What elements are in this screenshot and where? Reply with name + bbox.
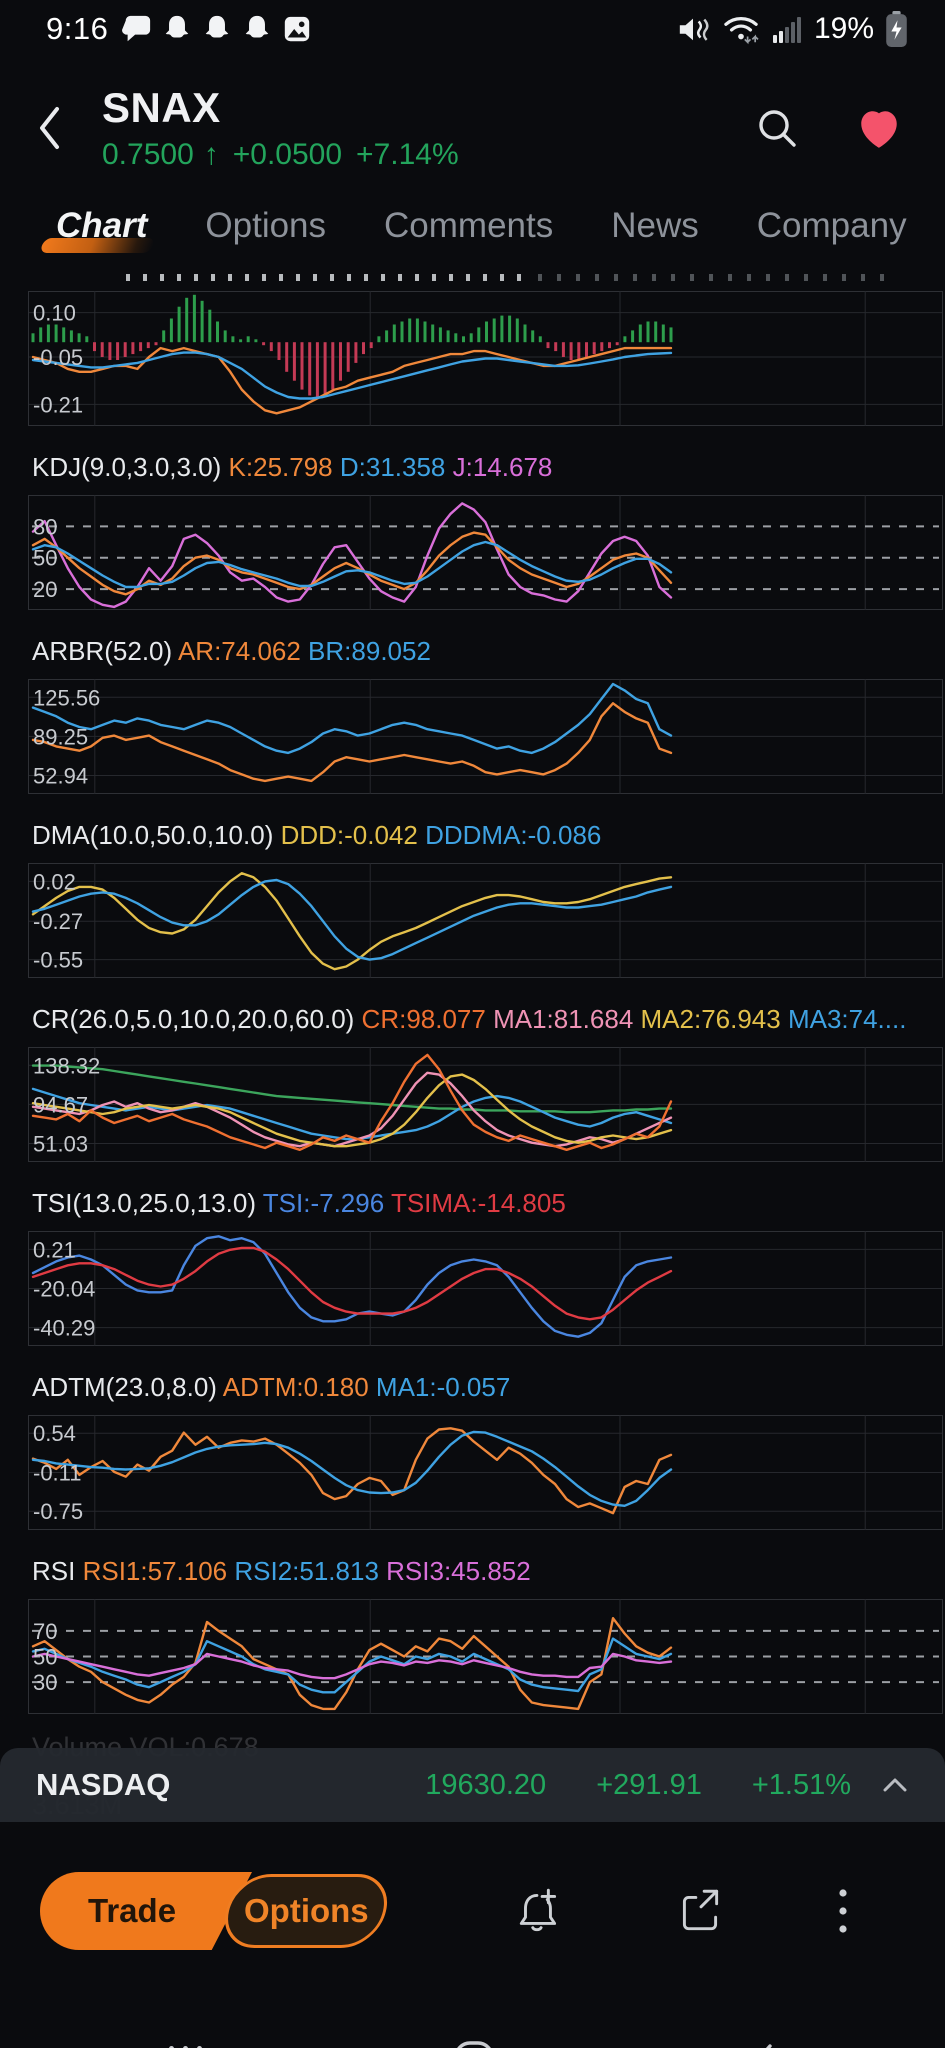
indicator-label-dma: DMA(10.0,50.0,10.0) DDD:-0.042 DDDMA:-0.… <box>32 820 602 850</box>
battery-icon <box>886 10 907 47</box>
svg-text:-0.11: -0.11 <box>33 1461 82 1486</box>
indicator-section-arbr: ARBR(52.0) AR:74.062 BR:89.052 125.56 89.2… <box>28 636 943 794</box>
tab-comments[interactable]: Comments <box>384 206 554 245</box>
svg-text:0.21: 0.21 <box>33 1237 76 1262</box>
svg-text:20: 20 <box>33 577 57 602</box>
notification-icons <box>122 14 312 44</box>
svg-text:89.25: 89.25 <box>33 724 88 749</box>
index-bar-region: Volume VOL:0.678 3.613M NASDAQ 19630.20 … <box>0 1732 945 1836</box>
indicator-label-rsi: RSI RSI1:57.106 RSI2:51.813 RSI3:45.852 <box>32 1556 531 1586</box>
svg-text:-0.21: -0.21 <box>33 392 83 417</box>
indicator-section-kdj: KDJ(9.0,3.0,3.0) K:25.798 D:31.358 J:14.… <box>28 452 943 610</box>
svg-text:50: 50 <box>33 546 57 571</box>
wifi-icon <box>724 17 759 45</box>
mute-icon <box>679 18 709 41</box>
svg-text:-0.27: -0.27 <box>33 909 83 934</box>
svg-text:-0.75: -0.75 <box>33 1499 83 1524</box>
indicator-plot-cr[interactable]: 138.32 94.67 51.03 <box>28 1047 943 1162</box>
indicator-charts: 0.10 -0.05 -0.21 KDJ(9.0,3.0,3.0) K:25.798 … <box>0 268 945 1714</box>
svg-text:-20.04: -20.04 <box>33 1277 95 1302</box>
indicator-label-adtm: ADTM(23.0,8.0) ADTM:0.180 MA1:-0.057 <box>32 1372 511 1402</box>
indicator-plot-macd[interactable]: 0.10 -0.05 -0.21 <box>28 291 943 426</box>
nasdaq-index-bar[interactable]: NASDAQ 19630.20 +291.91 +1.51% <box>0 1748 945 1822</box>
clock: 9:16 <box>46 11 109 46</box>
system-status-icons: 19% <box>676 10 909 48</box>
svg-text:-0.05: -0.05 <box>33 345 83 370</box>
stock-header: SNAX 0.7500 ↑ +0.0500 +7.14% <box>0 58 945 180</box>
index-change: +291.91 <box>596 1768 702 1801</box>
battery-percent: 19% <box>813 12 874 45</box>
indicator-plot-kdj[interactable]: 80 50 20 <box>28 495 943 610</box>
alert-bell-icon[interactable] <box>514 1885 564 1937</box>
svg-text:52.94: 52.94 <box>33 764 88 789</box>
action-bar: Trade Options <box>0 1844 945 1978</box>
index-value: 19630.20 <box>425 1768 547 1801</box>
recents-button[interactable] <box>169 2046 202 2048</box>
clipped-indicator-label <box>126 268 896 281</box>
indicator-section-cr: CR(26.0,5.0,10.0,20.0,60.0) CR:98.077 MA… <box>28 1004 943 1162</box>
svg-text:0.54: 0.54 <box>33 1421 76 1446</box>
tab-chart[interactable]: Chart <box>39 206 157 253</box>
tab-news[interactable]: News <box>611 206 699 245</box>
index-change-percent: +1.51% <box>751 1768 851 1801</box>
index-name: NASDAQ <box>36 1767 171 1802</box>
price-row: 0.7500 ↑ +0.0500 +7.14% <box>102 138 459 172</box>
indicator-label-kdj: KDJ(9.0,3.0,3.0) K:25.798 D:31.358 J:14.… <box>32 452 553 482</box>
svg-text:80: 80 <box>33 514 57 539</box>
ghost-icon <box>206 15 229 38</box>
indicator-section-adtm: ADTM(23.0,8.0) ADTM:0.180 MA1:-0.057 0.54… <box>28 1372 943 1530</box>
price-change: +0.0500 <box>232 138 343 171</box>
svg-text:-0.55: -0.55 <box>33 948 83 973</box>
options-button[interactable]: Options <box>217 1874 395 1948</box>
indicator-label-tsi: TSI(13.0,25.0,13.0) TSI:-7.296 TSIMA:-14… <box>32 1188 566 1218</box>
tab-bar: Chart Options Comments News Company <box>0 180 945 264</box>
favorite-heart-icon[interactable] <box>853 104 905 152</box>
tab-options[interactable]: Options <box>205 206 327 245</box>
indicator-plot-adtm[interactable]: 0.54 -0.11 -0.75 <box>28 1415 943 1530</box>
stock-title-block: SNAX 0.7500 ↑ +0.0500 +7.14% <box>102 84 459 172</box>
gallery-icon <box>285 16 310 42</box>
collapse-chevron-icon[interactable] <box>881 1776 909 1794</box>
indicator-section-macd: 0.10 -0.05 -0.21 <box>28 268 943 426</box>
indicator-plot-arbr[interactable]: 125.56 89.25 52.94 <box>28 679 943 794</box>
indicator-label-cr: CR(26.0,5.0,10.0,20.0,60.0) CR:98.077 MA… <box>32 1004 907 1034</box>
indicator-plot-tsi[interactable]: 0.21 -20.04 -40.29 <box>28 1231 943 1346</box>
svg-text:94.67: 94.67 <box>33 1092 88 1117</box>
home-button[interactable] <box>452 2040 496 2048</box>
stock-symbol: SNAX <box>102 84 221 131</box>
indicator-section-rsi: RSI RSI1:57.106 RSI2:51.813 RSI3:45.852 7… <box>28 1556 943 1714</box>
ghost-icon <box>166 15 189 38</box>
svg-text:0.02: 0.02 <box>33 869 76 894</box>
svg-text:-40.29: -40.29 <box>33 1316 95 1341</box>
more-menu-icon[interactable] <box>836 1885 850 1937</box>
trade-options-capsule: Trade Options <box>40 1872 395 1950</box>
svg-text:70: 70 <box>33 1619 57 1644</box>
signal-icon <box>772 17 801 43</box>
status-bar: 9:16 19% <box>0 0 945 58</box>
back-nav-button[interactable] <box>746 2042 776 2048</box>
indicator-plot-dma[interactable]: 0.02 -0.27 -0.55 <box>28 863 943 978</box>
up-arrow-icon: ↑ <box>203 138 219 171</box>
svg-text:30: 30 <box>33 1670 57 1695</box>
svg-text:51.03: 51.03 <box>33 1132 88 1157</box>
ghost-icon <box>246 15 269 38</box>
svg-text:138.32: 138.32 <box>33 1053 100 1078</box>
tab-company[interactable]: Company <box>756 206 907 245</box>
trade-button[interactable]: Trade <box>40 1872 252 1950</box>
share-icon[interactable] <box>675 1885 725 1937</box>
svg-text:125.56: 125.56 <box>33 685 100 710</box>
price-change-percent: +7.14% <box>356 138 459 171</box>
back-button[interactable] <box>34 103 64 153</box>
svg-text:50: 50 <box>33 1645 57 1670</box>
chat-bubble-icon <box>122 15 151 42</box>
svg-text:0.10: 0.10 <box>33 301 76 326</box>
stock-price: 0.7500 <box>102 138 194 171</box>
indicator-label-arbr: ARBR(52.0) AR:74.062 BR:89.052 <box>32 636 431 666</box>
android-nav-bar <box>0 2004 945 2048</box>
indicator-section-tsi: TSI(13.0,25.0,13.0) TSI:-7.296 TSIMA:-14… <box>28 1188 943 1346</box>
search-icon[interactable] <box>753 104 801 152</box>
indicator-section-dma: DMA(10.0,50.0,10.0) DDD:-0.042 DDDMA:-0.… <box>28 820 943 978</box>
